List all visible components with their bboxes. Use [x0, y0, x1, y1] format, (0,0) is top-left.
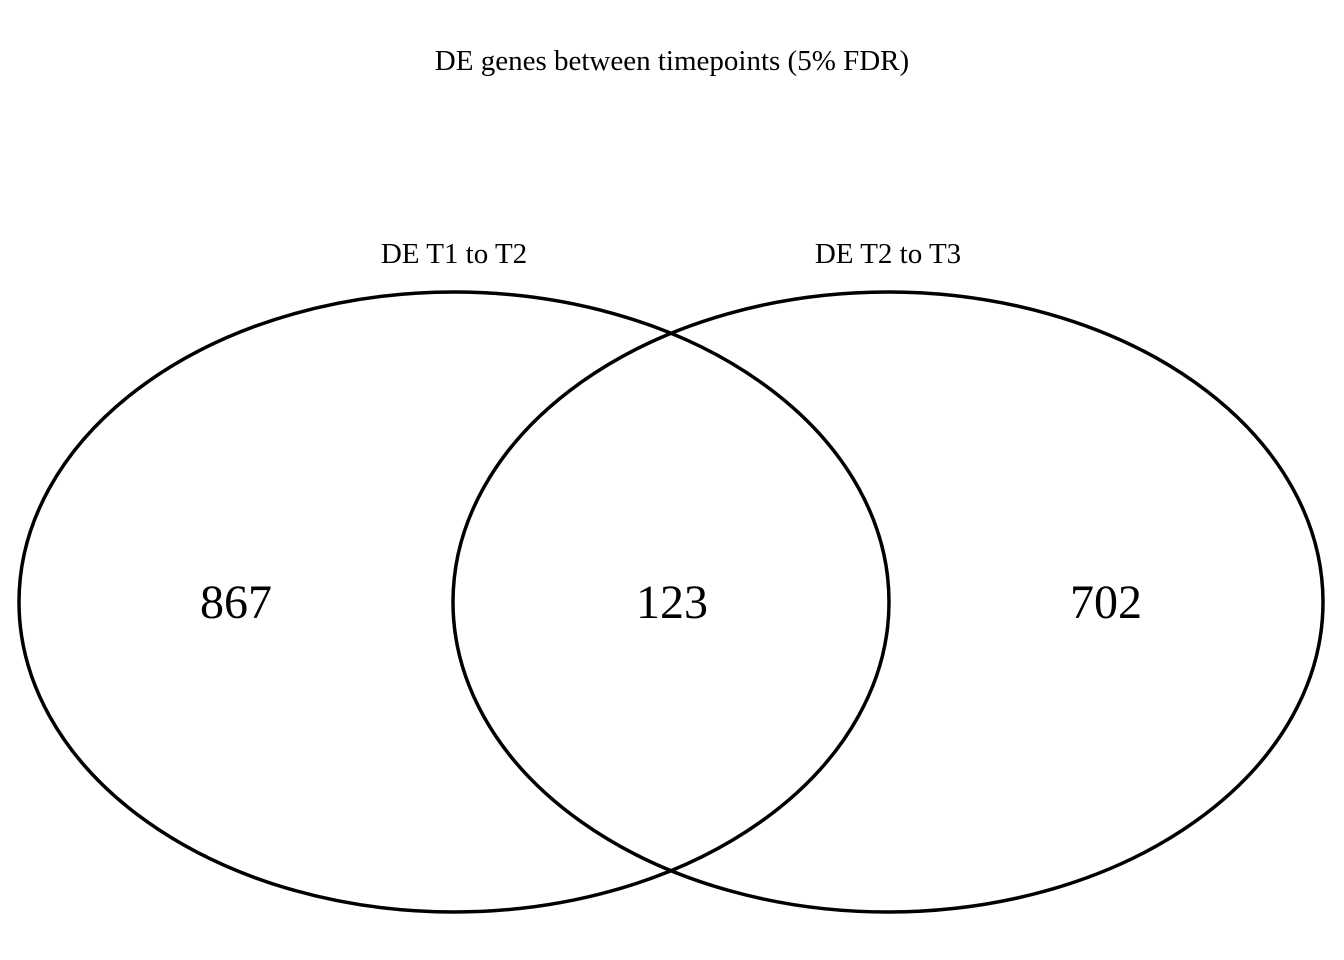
set-ellipse-right [451, 290, 1325, 914]
set-ellipse-left [17, 290, 891, 914]
diagram-title: DE genes between timepoints (5% FDR) [435, 45, 909, 77]
count-left-only: 867 [200, 576, 272, 629]
count-right-only: 702 [1070, 576, 1142, 629]
count-intersection: 123 [636, 576, 708, 629]
set-label-left: DE T1 to T2 [381, 238, 527, 270]
set-label-right: DE T2 to T3 [815, 238, 961, 270]
